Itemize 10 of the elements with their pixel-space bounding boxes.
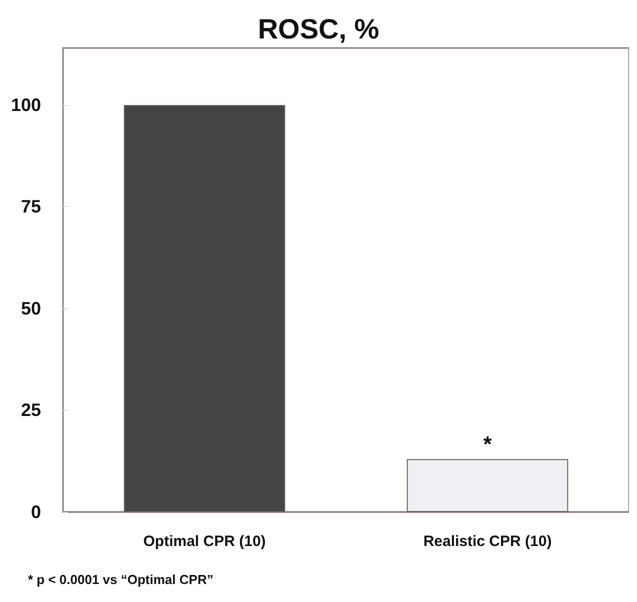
annotation: * [483,432,492,457]
x-tick-label: Realistic CPR (10) [423,533,552,550]
y-tick-label: 25 [21,400,42,420]
chart-title: ROSC, % [258,14,380,44]
y-tick-label: 50 [21,298,42,318]
x-tick-label: Optimal CPR (10) [143,533,266,550]
y-tick-label: 0 [31,502,42,522]
text: * p < 0.0001 vs “Optimal CPR” [28,572,214,587]
y-tick-label: 100 [10,94,42,115]
y-tick-label: 75 [21,196,42,217]
